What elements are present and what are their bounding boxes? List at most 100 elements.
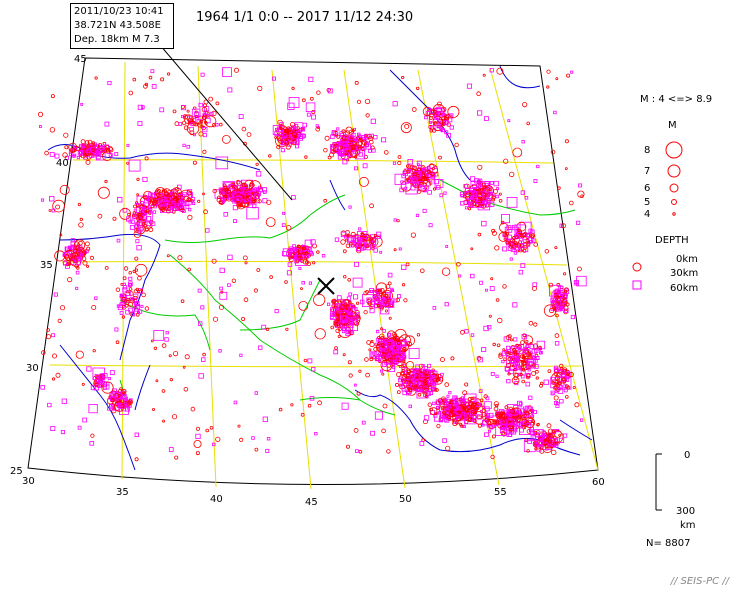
- earthquake-point: [278, 407, 283, 412]
- earthquake-point: [115, 340, 120, 345]
- earthquake-point: [354, 80, 359, 85]
- earthquake-point: [52, 199, 65, 213]
- earthquake-point: [308, 76, 314, 82]
- earthquake-point: [265, 217, 276, 228]
- earthquake-point: [493, 189, 498, 194]
- earthquake-point: [346, 296, 352, 301]
- earthquake-point: [374, 411, 383, 420]
- earthquake-point: [401, 378, 415, 392]
- earthquake-point: [454, 420, 460, 425]
- earthquake-point: [269, 275, 273, 279]
- earthquake-point: [342, 159, 348, 165]
- earthquake-point: [549, 284, 561, 297]
- earthquake-point: [268, 154, 272, 158]
- earthquake-point: [368, 135, 374, 141]
- earthquake-point: [348, 292, 353, 297]
- earthquake-point: [221, 134, 231, 144]
- earthquake-point: [347, 277, 352, 282]
- earthquake-point: [266, 436, 271, 441]
- earthquake-point: [201, 125, 206, 131]
- earthquake-point: [329, 315, 334, 319]
- earthquake-point: [434, 114, 439, 119]
- earthquake-point: [167, 72, 171, 76]
- earthquake-point: [342, 353, 346, 357]
- earthquake-point: [369, 203, 375, 209]
- earthquake-point: [238, 114, 244, 119]
- earthquake-point: [70, 244, 75, 249]
- earthquake-point: [134, 256, 139, 261]
- earthquake-point: [379, 304, 390, 315]
- earthquake-point: [180, 299, 185, 304]
- earthquake-point: [209, 111, 214, 116]
- earthquake-point: [386, 449, 391, 454]
- earthquake-point: [356, 391, 361, 396]
- earthquake-point: [144, 210, 148, 214]
- earthquake-point: [403, 373, 407, 378]
- earthquake-point: [91, 304, 97, 310]
- earthquake-point: [526, 243, 531, 247]
- earthquake-point: [345, 126, 353, 134]
- earthquake-point: [577, 266, 582, 272]
- earthquake-point: [535, 430, 541, 436]
- earthquake-point: [527, 405, 532, 410]
- earthquake-point: [442, 438, 447, 443]
- magnitude-label: 4: [644, 209, 650, 220]
- magnitude-label: 7: [644, 166, 650, 177]
- earthquake-point: [424, 386, 429, 392]
- earthquake-point: [134, 432, 139, 437]
- earthquake-point: [388, 346, 392, 350]
- earthquake-point: [333, 130, 339, 136]
- earthquake-point: [392, 161, 397, 165]
- earthquake-point: [443, 399, 448, 404]
- earthquake-point: [134, 263, 148, 277]
- earthquake-point: [94, 382, 99, 387]
- earthquake-point: [368, 149, 372, 153]
- earthquake-point: [137, 275, 142, 281]
- earthquake-point: [208, 96, 214, 102]
- depth-title: DEPTH: [655, 235, 689, 246]
- earthquake-point: [388, 300, 394, 306]
- earthquake-point: [202, 352, 206, 357]
- earthquake-point: [150, 339, 154, 343]
- earthquake-point: [341, 129, 346, 134]
- earthquake-point: [539, 441, 544, 446]
- earthquake-point: [382, 329, 386, 333]
- earthquake-point: [276, 145, 281, 150]
- earthquake-point: [367, 301, 373, 306]
- earthquake-point: [119, 207, 131, 220]
- earthquake-point: [519, 427, 524, 433]
- earthquake-point: [142, 221, 146, 226]
- earthquake-point: [365, 143, 370, 148]
- earthquake-point: [177, 202, 183, 209]
- earthquake-point: [460, 200, 465, 206]
- earthquake-point: [444, 413, 449, 418]
- earthquake-point: [75, 286, 79, 290]
- earthquake-point: [144, 306, 150, 311]
- earthquake-point: [294, 254, 300, 261]
- earthquake-point: [564, 384, 569, 389]
- earthquake-point: [274, 136, 278, 139]
- earthquake-point: [86, 264, 90, 268]
- earthquake-point: [430, 125, 436, 131]
- earthquake-point: [153, 204, 157, 209]
- earthquake-point: [479, 280, 484, 285]
- earthquake-point: [212, 188, 217, 194]
- earthquake-point: [249, 182, 255, 188]
- earthquake-point: [198, 131, 204, 137]
- earthquake-point: [152, 210, 157, 214]
- earthquake-point: [64, 145, 69, 150]
- earthquake-point: [555, 295, 564, 305]
- earthquake-point: [76, 266, 80, 270]
- earthquake-point: [128, 159, 141, 172]
- earthquake-point: [551, 429, 557, 434]
- earthquake-point: [133, 289, 138, 294]
- earthquake-point: [332, 298, 337, 303]
- earthquake-point: [406, 164, 410, 168]
- earthquake-point: [47, 402, 52, 408]
- earthquake-point: [134, 304, 141, 310]
- earthquake-point: [452, 400, 457, 405]
- earthquake-point: [389, 287, 394, 292]
- earthquake-point: [524, 195, 529, 200]
- earthquake-point: [526, 359, 536, 369]
- earthquake-point: [119, 293, 123, 298]
